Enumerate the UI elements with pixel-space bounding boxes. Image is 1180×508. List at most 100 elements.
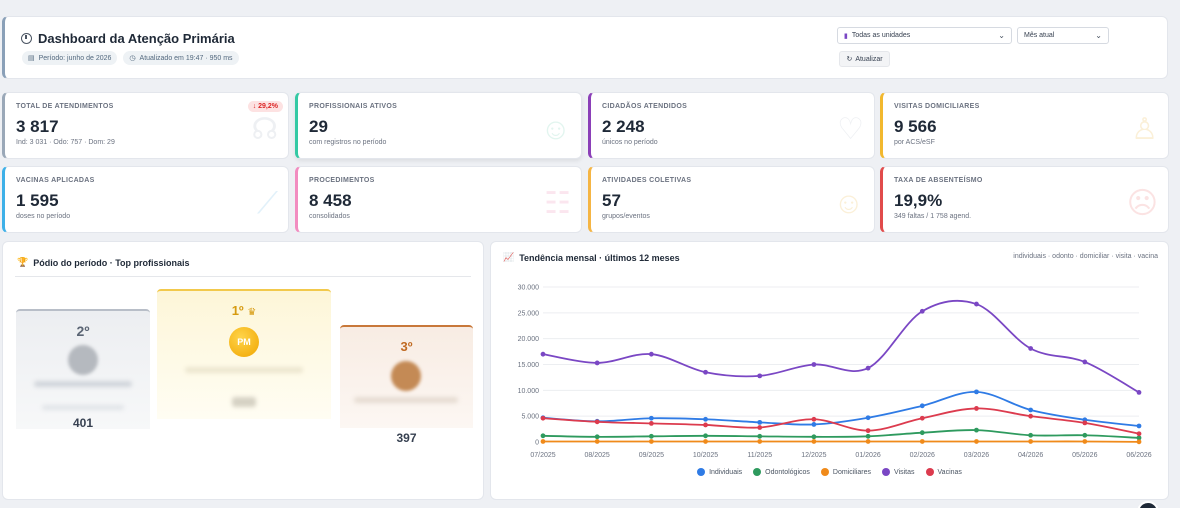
trend-title: Tendência mensal · últimos 12 meses <box>519 252 680 263</box>
x-tick-label: 04/2026 <box>1018 452 1043 459</box>
data-point-visitas <box>703 369 708 375</box>
x-tick-label: 02/2026 <box>910 452 935 459</box>
data-point-odontologicos <box>594 434 600 440</box>
data-point-domiciliares <box>757 439 763 444</box>
y-tick-label: 20.000 <box>518 336 540 343</box>
data-point-individuais <box>648 415 654 421</box>
kpi-card-profissionais-ativos[interactable]: PROFISSIONAIS ATIVOS 29 com registros no… <box>295 92 582 159</box>
data-point-domiciliares <box>1028 439 1034 444</box>
y-tick-label: 0 <box>535 440 539 447</box>
kpi-card-visitas-domiciliares[interactable]: VISITAS DOMICILIARES 9 566 por ACS/eSF ♙ <box>880 92 1169 159</box>
x-tick-label: 06/2026 <box>1126 452 1151 459</box>
y-tick-label: 15.000 <box>518 362 540 369</box>
user-avatar[interactable] <box>1137 501 1159 508</box>
legend-item-individuais[interactable]: Individuais <box>697 468 742 476</box>
rank-second: 2º <box>76 323 90 339</box>
second-place-score: 401 <box>72 416 94 430</box>
third-place-score: 397 <box>396 431 417 445</box>
podium-second-place[interactable]: 2º <box>16 309 150 429</box>
kpi-card-atividades-coletivas[interactable]: ATIVIDADES COLETIVAS 57 grupos/eventos ☺ <box>588 166 875 233</box>
data-point-visitas <box>974 301 979 307</box>
unit-select[interactable]: ▮ Todas as unidades ⌄ <box>837 27 1012 44</box>
x-tick-label: 07/2025 <box>530 452 555 459</box>
legend-item-domiciliares[interactable]: Domiciliares <box>820 468 871 476</box>
trend-panel: 📈 Tendência mensal · últimos 12 meses in… <box>490 241 1169 500</box>
x-tick-label: 08/2025 <box>585 452 610 459</box>
legend-swatch <box>925 468 934 476</box>
kpi-card-taxa-absenteismo[interactable]: TAXA DE ABSENTEÍSMO 19,9% 349 faltas / 1… <box>880 166 1169 233</box>
data-point-odontologicos <box>703 433 708 439</box>
data-point-individuais <box>865 415 871 421</box>
data-point-vacinas <box>865 428 871 434</box>
data-point-odontologicos <box>919 430 925 436</box>
kpi-card-total-atendimentos[interactable]: TOTAL DE ATENDIMENTOS ↓ 29,2% 3 817 Ind:… <box>2 92 289 159</box>
y-tick-label: 10.000 <box>518 388 540 395</box>
avatar-initials: PM <box>229 327 259 357</box>
header-chips: ▤ Período: junho de 2026 ◷ Atualizado em 1… <box>22 51 239 65</box>
data-point-odontologicos <box>974 427 979 433</box>
walking-icon: ♙ <box>1131 113 1158 146</box>
series-line-visitas <box>542 299 1140 394</box>
data-point-domiciliares <box>919 439 925 444</box>
data-point-vacinas <box>1028 413 1034 419</box>
legend-item-visitas[interactable]: Visitas <box>882 468 915 476</box>
group-icon: ☺ <box>833 187 864 220</box>
legend-label: Visitas <box>894 468 915 476</box>
refresh-button[interactable]: ↻ Atualizar <box>839 51 890 67</box>
data-point-visitas <box>757 373 763 379</box>
x-tick-label: 11/2025 <box>747 452 772 459</box>
calendar-icon: ▤ <box>28 55 35 62</box>
podium-first-place[interactable]: 1º ♛ PM <box>157 289 331 419</box>
chevron-down-icon: ⌄ <box>998 31 1005 40</box>
data-point-visitas <box>865 365 871 371</box>
kpi-card-cidadaos-atendidos[interactable]: CIDADÃOS ATENDIDOS 2 248 únicos no perío… <box>588 92 875 159</box>
dashboard-icon <box>21 33 32 44</box>
kpi-card-vacinas-aplicadas[interactable]: VACINAS APLICADAS 1 595 doses no período… <box>2 166 289 233</box>
legend-label: Odontológicos <box>765 468 810 476</box>
list-icon: ☷ <box>544 187 571 220</box>
chart-legend: Individuais Odontológicos Domiciliares Visi… <box>491 468 1168 476</box>
month-select[interactable]: Mês atual ⌄ <box>1017 27 1109 44</box>
data-point-domiciliares <box>865 439 871 444</box>
data-point-domiciliares <box>1136 439 1142 445</box>
professional-name <box>354 397 458 403</box>
trend-subtitle: individuais · odonto · domiciliar · visi… <box>1013 253 1158 260</box>
legend-swatch <box>753 468 762 476</box>
data-point-vacinas <box>811 416 817 422</box>
legend-item-vacinas[interactable]: Vacinas <box>925 468 962 476</box>
professional-name <box>185 367 303 373</box>
team-icon: ☺ <box>540 113 571 146</box>
series-line-individuais <box>542 390 1140 427</box>
crown-icon: ♛ <box>247 307 257 318</box>
user-x-icon: ☹ <box>1126 187 1158 220</box>
data-point-vacinas <box>648 421 654 426</box>
legend-swatch <box>697 468 706 476</box>
data-point-odontologicos <box>540 433 546 439</box>
data-point-individuais <box>811 422 817 427</box>
trend-line-chart: 0 5.000 10.000 15.000 20.000 25.000 30.000 07/2… <box>518 285 1152 460</box>
data-point-visitas <box>594 360 600 366</box>
x-tick-label: 03/2026 <box>964 452 989 459</box>
avatar <box>68 345 98 375</box>
legend-item-odontologicos[interactable]: Odontológicos <box>753 468 810 476</box>
page-title-group: Dashboard da Atenção Primária <box>21 31 235 46</box>
data-point-individuais <box>1028 407 1034 413</box>
professional-name <box>34 381 132 387</box>
data-point-domiciliares <box>974 439 979 444</box>
data-point-odontologicos <box>1028 432 1034 438</box>
series-line-vacinas <box>542 407 1140 435</box>
data-point-domiciliares <box>540 439 546 444</box>
podium-third-place[interactable]: 3º <box>340 325 473 428</box>
data-point-domiciliares <box>811 439 817 444</box>
legend-swatch <box>882 468 891 476</box>
trophy-icon: 🏆 <box>17 257 29 267</box>
trend-badge: ↓ 29,2% <box>247 101 283 112</box>
x-tick-label: 01/2026 <box>855 452 880 459</box>
data-point-vacinas <box>1082 420 1088 426</box>
podium-panel: 🏆 Pódio do período · Top profissionais 2… <box>2 241 484 500</box>
line-chart-icon: 📈 <box>503 252 515 262</box>
x-tick-label: 10/2025 <box>693 452 718 459</box>
score-pill <box>232 397 256 407</box>
chevron-down-icon: ⌄ <box>1095 31 1102 40</box>
kpi-card-procedimentos[interactable]: PROCEDIMENTOS 8 458 consolidados ☷ <box>295 166 582 233</box>
